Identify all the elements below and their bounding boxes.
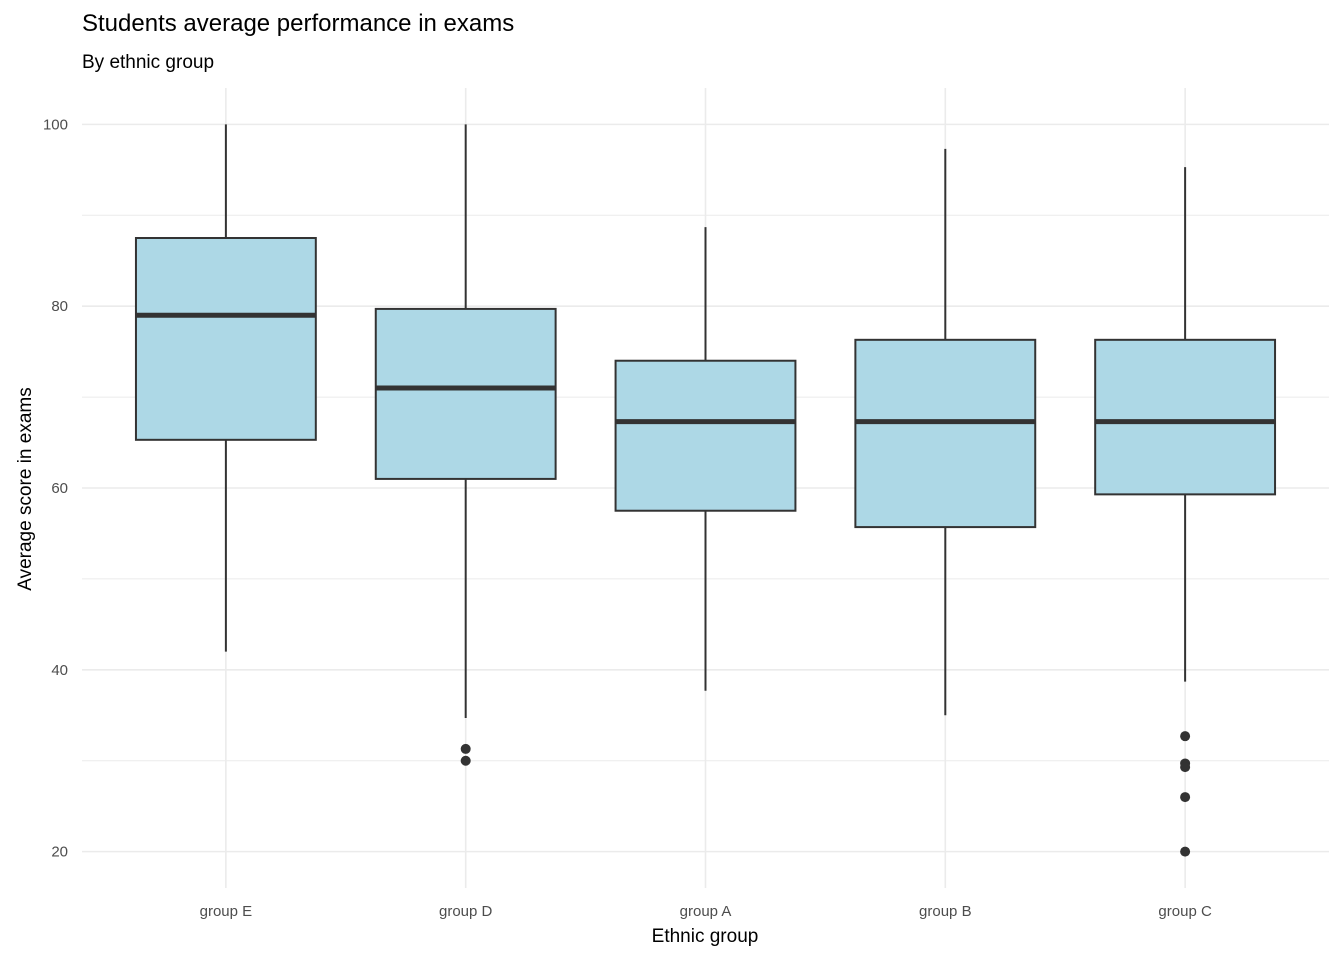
outlier-point: [1180, 731, 1191, 742]
iqr-box: [1094, 338, 1277, 496]
y-tick-label: 60: [51, 480, 68, 497]
y-tick-label: 80: [51, 298, 68, 315]
x-tick-label: group E: [200, 903, 253, 920]
chart-title: Students average performance in exams: [82, 10, 515, 37]
x-axis-label: Ethnic group: [652, 926, 759, 947]
box-group-D: [374, 124, 557, 766]
y-tick-label: 100: [43, 116, 68, 133]
y-axis-label: Average score in exams: [15, 387, 36, 590]
outlier-point: [460, 743, 471, 754]
boxplot-series: [134, 124, 1277, 857]
x-tick-label: group A: [680, 903, 732, 920]
iqr-box: [854, 338, 1037, 529]
x-tick-label: group B: [919, 903, 972, 920]
x-tick-label: group C: [1158, 903, 1212, 920]
outlier-point: [1180, 792, 1191, 803]
outlier-point: [460, 755, 471, 766]
y-tick-label: 20: [51, 844, 68, 861]
box-group-C: [1094, 167, 1277, 857]
iqr-box: [374, 307, 557, 480]
box-group-A: [614, 227, 797, 691]
y-tick-label: 40: [51, 662, 68, 679]
box-group-E: [134, 124, 317, 652]
iqr-box: [614, 359, 797, 512]
chart-subtitle: By ethnic group: [82, 52, 215, 73]
outlier-point: [1180, 762, 1191, 773]
iqr-box: [134, 237, 317, 441]
y-axis-tick-labels: 20 40 60 80 100: [43, 116, 68, 860]
x-tick-label: group D: [439, 903, 493, 920]
x-axis-tick-labels: group E group D group A group B group C: [200, 903, 1212, 920]
box-group-B: [854, 148, 1037, 716]
outlier-point: [1180, 846, 1191, 857]
